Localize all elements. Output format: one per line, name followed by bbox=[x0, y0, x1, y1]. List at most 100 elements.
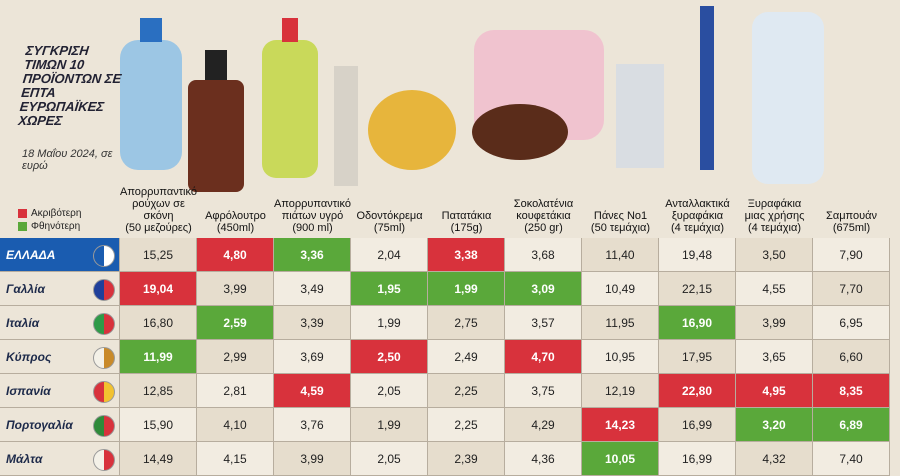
price-cell: 11,99 bbox=[120, 340, 197, 374]
column-header: Ξυραφάκια μιας χρήσης (4 τεμάχια) bbox=[736, 198, 813, 234]
price-cell: 2,49 bbox=[428, 340, 505, 374]
price-cell: 3,99 bbox=[274, 442, 351, 476]
price-cell: 6,89 bbox=[813, 408, 890, 442]
price-cell: 15,25 bbox=[120, 238, 197, 272]
price-cell: 16,99 bbox=[659, 442, 736, 476]
column-header: Απορρυπαντικό ρούχων σε σκόνη (50 μεζούρε… bbox=[120, 186, 197, 234]
country-name: ΕΛΛΑΔΑ bbox=[6, 247, 56, 262]
price-cell: 1,99 bbox=[428, 272, 505, 306]
price-cell: 4,70 bbox=[505, 340, 582, 374]
product-name: Ανταλλακτικά ξυραφάκια bbox=[665, 198, 730, 222]
chocolates bbox=[472, 104, 568, 160]
product-images bbox=[120, 6, 824, 192]
country-cell: Μάλτα bbox=[0, 442, 120, 476]
price-cell: 10,05 bbox=[582, 442, 659, 476]
product-name: Πάνες Νο1 bbox=[593, 210, 648, 222]
price-cell: 11,40 bbox=[582, 238, 659, 272]
price-cell: 3,38 bbox=[428, 238, 505, 272]
price-cell: 2,50 bbox=[351, 340, 428, 374]
legend-label: Φθηνότερη bbox=[31, 221, 81, 232]
price-cell: 2,05 bbox=[351, 442, 428, 476]
country-cell: ΕΛΛΑΔΑ bbox=[0, 238, 120, 272]
product-size: (50 μεζούρες) bbox=[125, 222, 192, 234]
price-cell: 2,81 bbox=[197, 374, 274, 408]
country-cell: Γαλλία bbox=[0, 272, 120, 306]
country-name: Πορτογαλία bbox=[6, 417, 73, 432]
product-size: (900 ml) bbox=[292, 222, 333, 234]
country-name: Μάλτα bbox=[6, 451, 43, 466]
price-cell: 12,85 bbox=[120, 374, 197, 408]
product-name: Αφρόλουτρο bbox=[205, 210, 266, 222]
product-name: Απορρυπαντικό πιάτων υγρό bbox=[274, 198, 351, 222]
product-name: Οδοντόκρεμα bbox=[356, 210, 423, 222]
country-name: Κύπρος bbox=[6, 349, 52, 364]
product-size: (4 τεμάχια) bbox=[670, 222, 725, 234]
price-cell: 3,36 bbox=[274, 238, 351, 272]
price-cell: 4,36 bbox=[505, 442, 582, 476]
country-cell: Ισπανία bbox=[0, 374, 120, 408]
price-cell: 2,04 bbox=[351, 238, 428, 272]
legend-label: Ακριβότερη bbox=[31, 208, 82, 219]
country-cell: Ιταλία bbox=[0, 306, 120, 340]
column-header: Σαμπουάν (675ml) bbox=[813, 210, 890, 234]
shower-gel bbox=[188, 80, 244, 192]
product-size: (450ml) bbox=[216, 222, 255, 234]
shampoo bbox=[752, 12, 824, 184]
crisps bbox=[368, 90, 456, 170]
price-cell: 3,65 bbox=[736, 340, 813, 374]
price-cell: 1,99 bbox=[351, 408, 428, 442]
price-cell: 3,99 bbox=[197, 272, 274, 306]
price-cell: 16,90 bbox=[659, 306, 736, 340]
flag bbox=[93, 415, 115, 437]
title: ΣΥΓΚΡΙΣΗ ΤΙΜΩΝ 10 ΠΡΟΪΟΝΤΩΝ ΣΕ ΕΠΤΑ ΕΥΡΩ… bbox=[17, 43, 123, 128]
price-cell: 14,23 bbox=[582, 408, 659, 442]
price-cell: 1,99 bbox=[351, 306, 428, 340]
subtitle: 18 Μαΐου 2024, σε ευρώ bbox=[22, 148, 113, 172]
product-size: (675ml) bbox=[832, 222, 871, 234]
country-cell: Πορτογαλία bbox=[0, 408, 120, 442]
price-cell: 2,25 bbox=[428, 408, 505, 442]
price-cell: 22,80 bbox=[659, 374, 736, 408]
price-cell: 7,40 bbox=[813, 442, 890, 476]
legend-item: Ακριβότερη bbox=[18, 208, 81, 219]
price-cell: 4,10 bbox=[197, 408, 274, 442]
price-cell: 11,95 bbox=[582, 306, 659, 340]
flag bbox=[93, 449, 115, 471]
price-cell: 3,68 bbox=[505, 238, 582, 272]
price-cell: 3,50 bbox=[736, 238, 813, 272]
price-cell: 4,55 bbox=[736, 272, 813, 306]
price-cell: 22,15 bbox=[659, 272, 736, 306]
product-size: (4 τεμάχια) bbox=[747, 222, 802, 234]
product-size: (175g) bbox=[450, 222, 483, 234]
price-cell: 3,99 bbox=[736, 306, 813, 340]
pump bbox=[205, 50, 227, 80]
column-header: Απορρυπαντικό πιάτων υγρό (900 ml) bbox=[274, 198, 351, 234]
price-cell: 3,20 bbox=[736, 408, 813, 442]
product-size: (250 gr) bbox=[524, 222, 563, 234]
bottle-cap bbox=[140, 18, 162, 42]
product-name: Σαμπουάν bbox=[826, 210, 877, 222]
flag bbox=[93, 245, 115, 267]
product-name: Πατατάκια bbox=[441, 210, 492, 222]
legend-swatch bbox=[18, 222, 27, 231]
price-cell: 4,95 bbox=[736, 374, 813, 408]
price-cell: 3,49 bbox=[274, 272, 351, 306]
price-cell: 3,39 bbox=[274, 306, 351, 340]
legend-item: Φθηνότερη bbox=[18, 221, 80, 232]
blades bbox=[616, 64, 664, 168]
legend-swatch bbox=[18, 209, 27, 218]
column-header: Ανταλλακτικά ξυραφάκια (4 τεμάχια) bbox=[659, 198, 736, 234]
price-cell: 2,99 bbox=[197, 340, 274, 374]
price-cell: 2,59 bbox=[197, 306, 274, 340]
price-cell: 3,69 bbox=[274, 340, 351, 374]
price-cell: 2,75 bbox=[428, 306, 505, 340]
price-cell: 3,75 bbox=[505, 374, 582, 408]
flag bbox=[93, 279, 115, 301]
price-cell: 4,59 bbox=[274, 374, 351, 408]
price-cell: 19,04 bbox=[120, 272, 197, 306]
price-cell: 2,39 bbox=[428, 442, 505, 476]
price-cell: 14,49 bbox=[120, 442, 197, 476]
price-cell: 3,09 bbox=[505, 272, 582, 306]
price-cell: 3,76 bbox=[274, 408, 351, 442]
